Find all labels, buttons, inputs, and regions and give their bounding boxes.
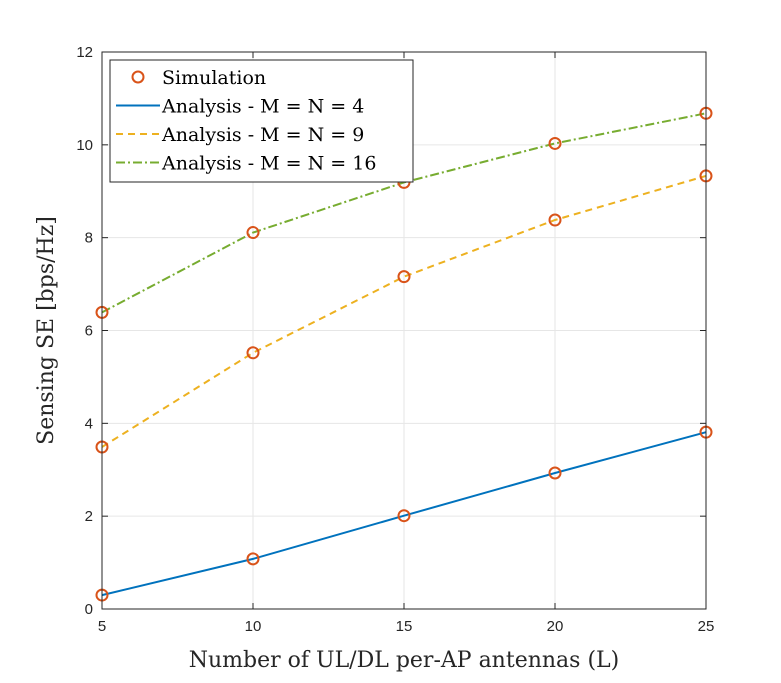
- y-tick-label: 6: [85, 323, 93, 340]
- simulation-marker: [246, 552, 260, 566]
- ticks: [101, 51, 707, 610]
- simulation-marker: [548, 136, 562, 150]
- x-tick-label: 20: [547, 618, 564, 635]
- simulation-marker: [397, 509, 411, 523]
- legend-label: Analysis - M = N = 4: [161, 96, 364, 118]
- simulation-marker: [548, 466, 562, 480]
- x-axis-label: Number of UL/DL per-AP antennas (L): [189, 648, 619, 673]
- y-tick-label: 2: [85, 508, 93, 525]
- y-tick-label: 0: [85, 601, 93, 618]
- y-axis-label: Sensing SE [bps/Hz]: [34, 216, 59, 445]
- legend-box: [109, 59, 414, 183]
- tick-labels: 5 10 15 20 25 0 2 4 6 8 10 12: [76, 44, 714, 635]
- legend-label: Simulation: [162, 67, 266, 89]
- y-tick-label: 4: [85, 415, 93, 432]
- x-tick-label: 10: [245, 618, 262, 635]
- x-tick-label: 15: [396, 618, 413, 635]
- series-line-1: [101, 431, 707, 597]
- x-tick-label: 25: [698, 618, 715, 635]
- x-tick-label: 5: [98, 618, 106, 635]
- simulation-marker: [246, 226, 260, 240]
- simulation-marker: [397, 270, 411, 284]
- legend-marker: [131, 70, 145, 84]
- legend-label: Analysis - M = N = 9: [161, 124, 364, 146]
- simulation-marker: [548, 213, 562, 227]
- legend: Simulation Analysis - M = N = 4 Analysis -…: [109, 59, 414, 183]
- legend-label: Analysis - M = N = 16: [161, 153, 376, 175]
- y-tick-label: 10: [76, 137, 93, 154]
- y-tick-label: 12: [76, 44, 93, 61]
- y-tick-label: 8: [85, 230, 93, 247]
- simulation-marker: [246, 346, 260, 360]
